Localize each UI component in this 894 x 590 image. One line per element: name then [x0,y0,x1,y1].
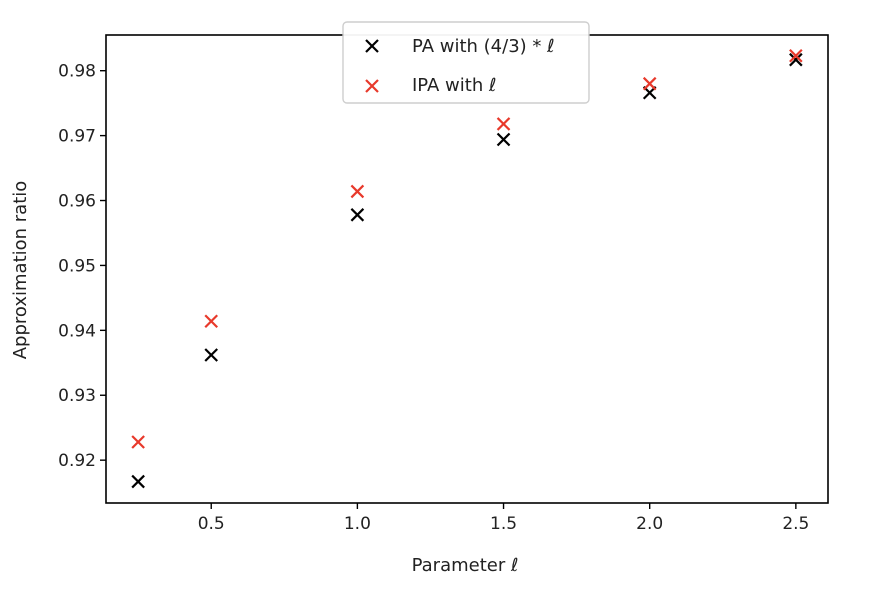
x-axis-title: Parameter ℓ [412,555,519,576]
x-tick-label: 1.0 [344,514,371,534]
y-tick-label: 0.94 [58,321,96,341]
plot-area-frame [105,34,829,504]
pa-point [131,474,145,489]
y-tick-label: 0.96 [58,192,96,212]
legend-marker-pa [365,39,379,53]
x-axis: 0.5 1.0 1.5 2.0 2.5 [198,503,809,534]
legend-marker-pa-x [365,39,379,53]
legend-label-ipa: IPA with ℓ [412,75,496,96]
pa-point [496,132,511,147]
legend-label-pa: PA with (4/3) * ℓ [412,36,555,57]
x-tick-label: 2.5 [782,514,809,534]
x-tick-label: 1.5 [490,514,517,534]
y-tick-label: 0.98 [58,62,96,82]
data-points [131,48,803,489]
x-tick-label: 0.5 [198,514,225,534]
legend-marker-ipa-x [365,79,379,93]
pa-point [789,52,803,67]
y-tick-label: 0.93 [58,386,96,406]
y-tick-label: 0.95 [58,256,96,276]
ipa-point [131,435,145,449]
legend: PA with (4/3) * ℓ IPA with ℓ [342,21,590,104]
ipa-point [496,117,511,131]
y-tick-label: 0.97 [58,127,96,147]
ipa-point [642,76,657,91]
y-axis-title: Approximation ratio [10,181,31,360]
legend-box [342,21,590,104]
pa-point [204,348,219,362]
x-tick-label: 2.0 [636,514,663,534]
pa-point [350,208,365,222]
legend-marker-ipa [365,79,379,93]
ipa-point [789,48,803,63]
ipa-point [350,184,365,199]
ipa-point [204,314,219,329]
y-tick-label: 0.92 [58,451,96,471]
y-axis: 0.92 0.93 0.94 0.95 0.96 0.97 0.98 [58,62,106,471]
